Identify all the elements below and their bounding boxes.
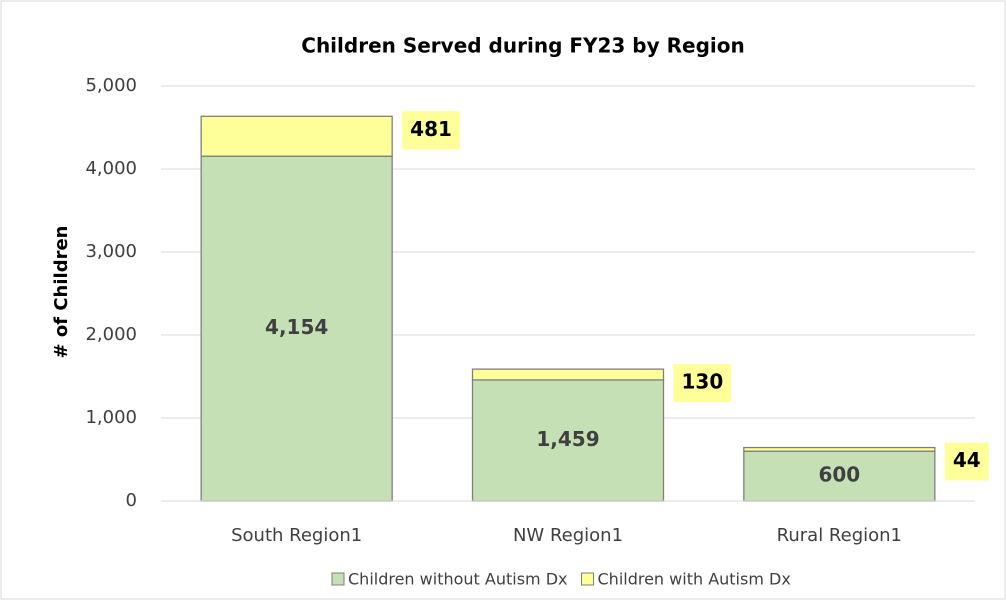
y-tick-label: 5,000 [85,75,137,96]
y-tick-label: 3,000 [85,241,137,262]
legend-label: Children with Autism Dx [598,570,791,589]
y-axis-label: # of Children [51,226,72,359]
y-tick-label: 0 [126,490,137,511]
y-tick-label: 2,000 [85,324,137,345]
legend-label: Children without Autism Dx [348,570,568,589]
bar-segment [200,115,393,157]
bar-segment [743,446,936,452]
legend-swatch [581,572,594,586]
x-tick-label: South Region1 [231,525,362,546]
chart-title: Children Served during FY23 by Region [301,34,744,58]
x-tick-label: Rural Region1 [777,525,902,546]
bar-segment [471,368,665,381]
data-label-box [944,442,989,481]
data-label-box [402,111,460,150]
data-label: 44 [953,448,981,472]
data-label: 130 [682,370,724,394]
data-label: 4,154 [265,315,328,339]
data-label: 481 [410,117,452,141]
data-label: 600 [818,463,860,487]
bar-segment [200,155,393,502]
y-tick-label: 4,000 [85,158,137,179]
y-tick-label: 1,000 [85,407,137,428]
legend-swatch [331,572,345,586]
data-label: 1,459 [536,427,599,451]
data-label-box [673,364,732,403]
x-tick-label: NW Region1 [513,525,623,546]
